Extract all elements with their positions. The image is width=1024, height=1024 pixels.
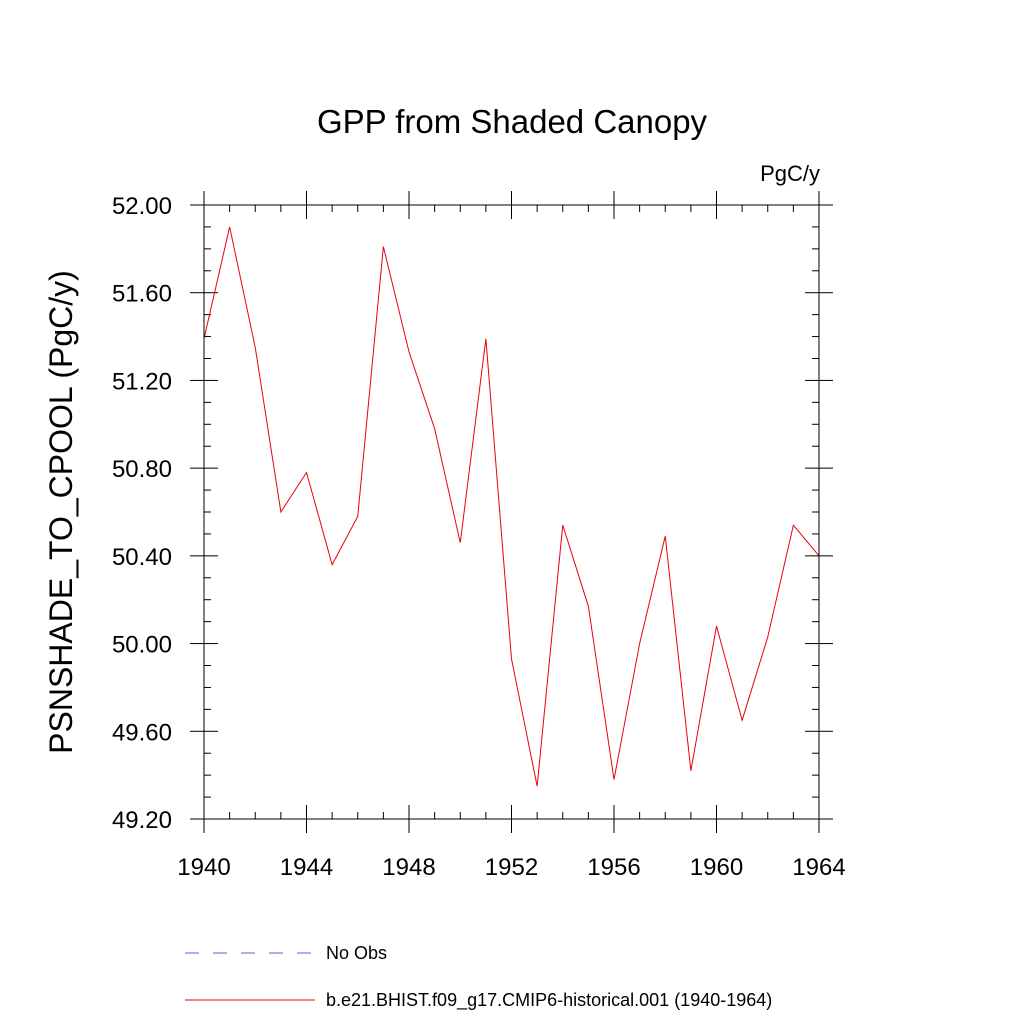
x-tick-label: 1940: [177, 854, 230, 881]
series-line: [203, 226, 820, 787]
x-tick-label: 1964: [792, 854, 845, 881]
x-tick-label: 1948: [382, 854, 435, 881]
x-tick-label: 1952: [485, 854, 538, 881]
x-tick-label: 1960: [690, 854, 743, 881]
legend: No Obs b.e21.BHIST.f09_g17.CMIP6-histori…: [185, 943, 772, 1011]
y-tick-label: 49.20: [112, 807, 172, 834]
y-tick-label: 50.40: [112, 544, 172, 571]
y-tick-label: 51.60: [112, 281, 172, 308]
y-tick-label: 51.20: [112, 368, 172, 395]
y-tick-label: 49.60: [112, 719, 172, 746]
series-layer: [203, 226, 820, 787]
axis-tick-labels: 1940 1944 1948 1952 1956 1960 1964 49.20 49.60 50…: [112, 193, 846, 881]
y-tick-label: 52.00: [112, 193, 172, 220]
y-tick-label: 50.00: [112, 632, 172, 659]
y-tick-label: 50.80: [112, 456, 172, 483]
chart-title: GPP from Shaded Canopy: [317, 103, 708, 140]
units-label: PgC/y: [760, 161, 820, 186]
legend-label-no-obs: No Obs: [326, 943, 387, 963]
plot-frame: [203, 204, 820, 820]
legend-label-historical: b.e21.BHIST.f09_g17.CMIP6-historical.001…: [326, 990, 772, 1011]
x-tick-label: 1944: [280, 854, 333, 881]
x-tick-label: 1956: [587, 854, 640, 881]
y-axis-label: PSNSHADE_TO_CPOOL (PgC/y): [43, 270, 79, 754]
axis-ticks: [190, 191, 833, 833]
